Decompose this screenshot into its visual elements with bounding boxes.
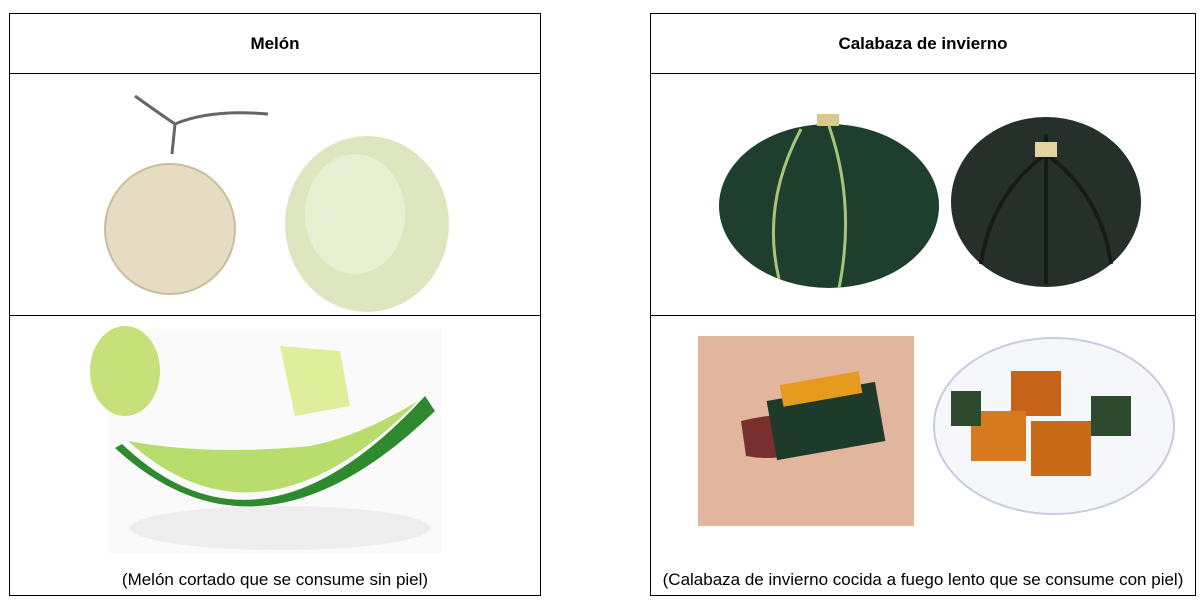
table-header: Melón <box>10 14 540 74</box>
caption-row: (Calabaza de invierno cocida a fuego len… <box>651 316 1195 595</box>
pumpkin-illustration <box>719 114 1141 289</box>
table-header: Calabaza de invierno <box>651 14 1195 74</box>
melon-table: Melón (Melón cortado que se consume sin … <box>9 13 541 596</box>
image-row <box>651 74 1195 316</box>
cooked-pumpkin-illustration <box>698 336 1175 526</box>
melon-illustration <box>104 94 449 312</box>
cut-melon-illustration <box>90 326 441 554</box>
caption-row: (Melón cortado que se consume sin piel) <box>10 316 540 595</box>
image-row <box>10 74 540 316</box>
caption: (Melón cortado que se consume sin piel) <box>121 570 429 589</box>
caption: (Calabaza de invierno cocida a fuego len… <box>662 570 1184 589</box>
pumpkin-table: Calabaza de invierno (Calabaza de invier… <box>650 13 1196 596</box>
